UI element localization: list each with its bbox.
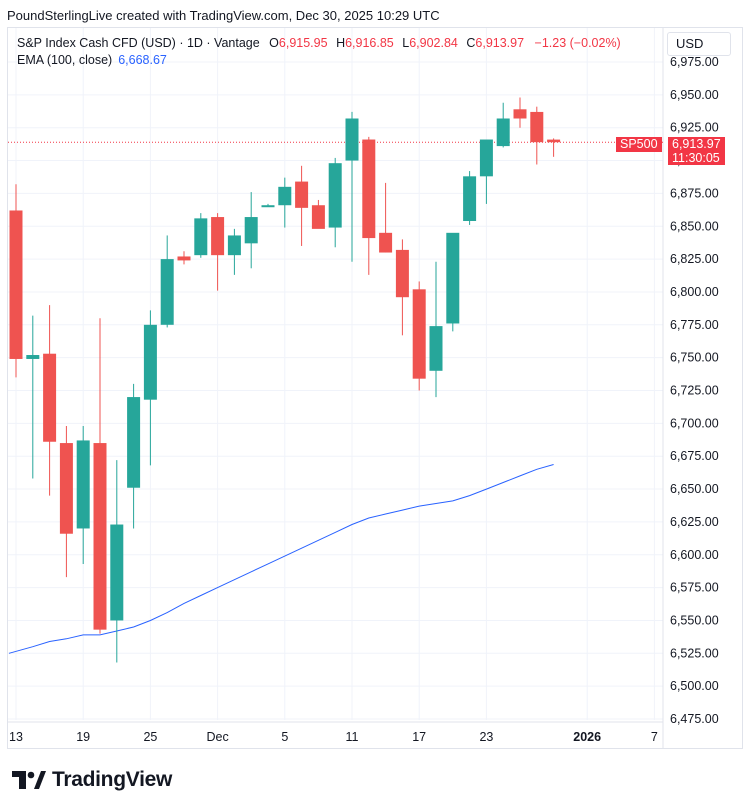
y-tick-label: 6,825.00: [670, 252, 719, 266]
y-tick-label: 6,600.00: [670, 548, 719, 562]
x-tick-label: 2026: [573, 730, 601, 744]
candle-body[interactable]: [9, 210, 23, 359]
y-tick-label: 6,850.00: [670, 219, 719, 233]
y-tick-label: 6,925.00: [670, 121, 719, 135]
ema-value: 6,668.67: [118, 53, 167, 67]
candle-body[interactable]: [227, 235, 241, 256]
y-tick-label: 6,750.00: [670, 351, 719, 365]
x-tick-label: 17: [412, 730, 426, 744]
y-tick-label: 6,975.00: [670, 55, 719, 69]
symbol-price-tag: SP500: [616, 137, 662, 152]
candle-body[interactable]: [194, 218, 208, 256]
ema-row: EMA (100, close) 6,668.67: [17, 52, 626, 69]
candle-body[interactable]: [513, 109, 527, 119]
x-tick-label: 5: [281, 730, 288, 744]
y-tick-label: 6,875.00: [670, 186, 719, 200]
close-value: 6,913.97: [475, 36, 525, 50]
candle-body[interactable]: [127, 397, 141, 488]
bar-countdown: 11:30:05: [672, 151, 720, 165]
ohlc-row: S&P Index Cash CFD (USD) · 1D · Vantage …: [17, 35, 626, 52]
candle-body[interactable]: [43, 353, 57, 442]
currency-button[interactable]: USD: [667, 32, 731, 56]
x-tick-label: 11: [346, 730, 359, 744]
candle-body[interactable]: [160, 259, 174, 325]
ema-line: [8, 464, 554, 654]
candle-body[interactable]: [93, 443, 107, 630]
symbol-description[interactable]: S&P Index Cash CFD (USD) · 1D · Vantage: [17, 36, 260, 50]
candle-body[interactable]: [362, 139, 376, 239]
candle-body[interactable]: [311, 205, 325, 229]
x-tick-label: 25: [143, 730, 157, 744]
y-tick-label: 6,525.00: [670, 646, 719, 660]
tradingview-wordmark: TradingView: [52, 768, 173, 791]
y-tick-label: 6,650.00: [670, 482, 719, 496]
open-label: O: [269, 36, 279, 50]
y-tick-label: 6,950.00: [670, 88, 719, 102]
candle-body[interactable]: [379, 232, 393, 253]
x-tick-label: 13: [9, 730, 23, 744]
high-label: H: [336, 36, 346, 50]
candle-body[interactable]: [76, 440, 90, 529]
x-tick-label: 19: [76, 730, 90, 744]
candle-body[interactable]: [143, 324, 157, 400]
candle-body[interactable]: [530, 111, 544, 143]
candle-body[interactable]: [244, 217, 258, 244]
change-value: −1.23 (−0.02%): [534, 36, 621, 50]
y-tick-label: 6,475.00: [670, 712, 719, 726]
low-value: 6,902.84: [409, 36, 458, 50]
candle-body[interactable]: [26, 355, 40, 359]
candle-body[interactable]: [547, 139, 561, 143]
candle-body[interactable]: [278, 186, 292, 206]
candle-body[interactable]: [59, 443, 73, 534]
y-tick-label: 6,775.00: [670, 318, 719, 332]
candle-body[interactable]: [446, 232, 460, 324]
low-label: L: [402, 36, 410, 50]
y-tick-label: 6,725.00: [670, 384, 719, 398]
attribution-text: PoundSterlingLive created with TradingVi…: [7, 8, 440, 23]
candle-body[interactable]: [463, 176, 477, 221]
candle-body[interactable]: [110, 524, 124, 621]
y-tick-label: 6,500.00: [670, 679, 719, 693]
candle-body[interactable]: [295, 181, 309, 208]
chart-frame: [7, 27, 743, 749]
close-label: C: [466, 36, 476, 50]
y-tick-label: 6,700.00: [670, 416, 719, 430]
x-tick-label: 7: [651, 730, 658, 744]
last-price-value: 6,913.97: [672, 137, 721, 151]
candle-body[interactable]: [496, 118, 510, 147]
candle-body[interactable]: [211, 217, 225, 256]
high-value: 6,916.85: [345, 36, 394, 50]
y-tick-label: 6,675.00: [670, 449, 719, 463]
tradingview-logo[interactable]: TradingView: [12, 768, 172, 792]
y-tick-label: 6,575.00: [670, 581, 719, 595]
candle-body[interactable]: [412, 289, 426, 379]
candle-body[interactable]: [345, 118, 359, 161]
y-tick-label: 6,625.00: [670, 515, 719, 529]
y-tick-label: 6,550.00: [670, 613, 719, 627]
x-tick-label: 23: [479, 730, 493, 744]
y-tick-label: 6,800.00: [670, 285, 719, 299]
candle-body[interactable]: [261, 205, 275, 208]
last-price-tag: 6,913.97 11:30:05: [668, 137, 725, 165]
candle-body[interactable]: [395, 249, 409, 298]
open-value: 6,915.95: [278, 36, 328, 50]
candle-body[interactable]: [429, 326, 443, 371]
candle-body[interactable]: [177, 256, 191, 261]
candle-body[interactable]: [328, 163, 342, 228]
chart-legend: S&P Index Cash CFD (USD) · 1D · Vantage …: [17, 35, 626, 69]
ema-label[interactable]: EMA (100, close): [17, 53, 113, 67]
tradingview-logo-icon: [12, 771, 46, 789]
x-tick-label: Dec: [206, 730, 228, 744]
candle-body[interactable]: [479, 139, 493, 177]
